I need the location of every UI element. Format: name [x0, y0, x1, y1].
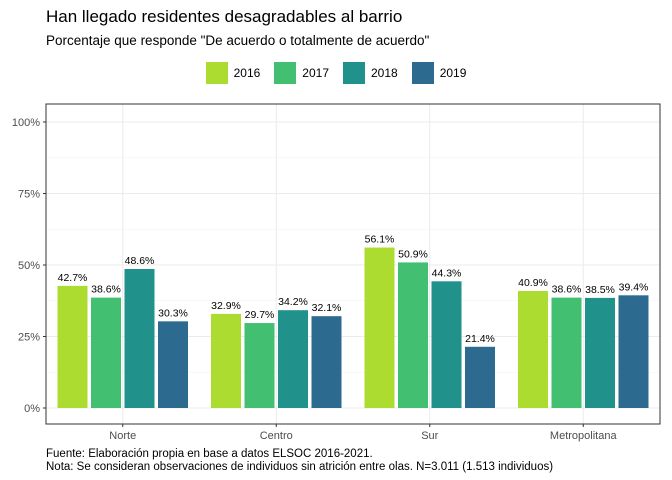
data-label: 56.1% [365, 234, 395, 246]
x-tick-label: Sur [421, 430, 438, 442]
bars-layer [57, 247, 649, 408]
data-label: 21.4% [465, 333, 495, 345]
legend-label-2017: 2017 [302, 66, 329, 80]
legend-item-2018: 2018 [343, 62, 398, 84]
legend-item-2016: 2016 [205, 62, 261, 84]
bar-2019-sur [465, 346, 495, 408]
legend-label-2016: 2016 [233, 66, 261, 80]
legend-label-2019: 2019 [439, 66, 467, 80]
data-label: 48.6% [125, 255, 155, 267]
y-tick-label: 50% [18, 260, 40, 272]
data-label: 44.3% [432, 267, 462, 279]
data-label: 34.2% [278, 296, 308, 308]
data-label: 38.6% [552, 284, 582, 296]
chart-title: Han llegado residentes desagradables al … [46, 7, 403, 26]
caption-note: Nota: Se consideran observaciones de ind… [46, 461, 554, 473]
bar-2017-centro [244, 323, 275, 408]
bar-2017-norte [91, 297, 121, 408]
bar-2017-sur [398, 262, 428, 408]
bar-2018-sur [431, 281, 462, 408]
x-tick-label: Norte [109, 430, 136, 442]
data-label: 32.9% [211, 300, 241, 312]
data-label: 30.3% [158, 307, 188, 319]
caption-source: Fuente: Elaboración propia en base a dat… [46, 448, 373, 460]
bar-2016-norte [57, 285, 88, 408]
data-label: 39.4% [619, 281, 649, 293]
legend: 2016 2017 2018 2019 [0, 62, 672, 84]
bar-2018-metropolitana [585, 297, 615, 408]
y-tick-label: 100% [12, 117, 40, 129]
legend-swatch-2016 [205, 62, 228, 84]
x-tick-label: Metropolitana [550, 430, 618, 442]
bar-2019-centro [311, 316, 342, 408]
data-label: 38.6% [91, 284, 121, 296]
bar-2017-metropolitana [551, 297, 582, 408]
bar-2019-norte [158, 321, 188, 408]
y-tick-label: 25% [18, 332, 40, 344]
data-label: 42.7% [58, 272, 88, 284]
legend-item-2019: 2019 [411, 62, 467, 84]
x-tick-label: Centro [260, 430, 293, 442]
data-label: 32.1% [312, 302, 342, 314]
caption: Fuente: Elaboración propia en base a dat… [46, 448, 553, 474]
legend-swatch-2017 [274, 62, 297, 84]
y-tick-label: 75% [18, 189, 40, 201]
legend-swatch-2019 [411, 62, 434, 84]
bar-2018-norte [124, 269, 155, 408]
data-label: 38.5% [585, 284, 615, 296]
data-label: 50.9% [398, 248, 428, 260]
bar-2016-metropolitana [518, 291, 548, 408]
bar-2019-metropolitana [618, 295, 649, 408]
axis-layer: 0% 25% 50% 75% 100% Norte Centro Sur Metropolita… [12, 117, 618, 442]
data-labels-layer: 42.7%38.6%48.6%30.3%32.9%29.7%34.2%32.1%… [58, 234, 649, 345]
legend-item-2017: 2017 [274, 62, 329, 84]
data-label: 29.7% [245, 309, 275, 321]
bar-2016-sur [364, 247, 395, 408]
bar-2016-centro [211, 313, 241, 408]
data-label: 40.9% [518, 277, 548, 289]
legend-swatch-2018 [343, 62, 365, 84]
chart-subtitle: Porcentaje que responde "De acuerdo o to… [46, 33, 430, 48]
bar-2018-centro [278, 310, 308, 408]
legend-label-2018: 2018 [371, 66, 398, 80]
plot-panel-border [45, 103, 661, 425]
y-tick-label: 0% [24, 403, 40, 415]
